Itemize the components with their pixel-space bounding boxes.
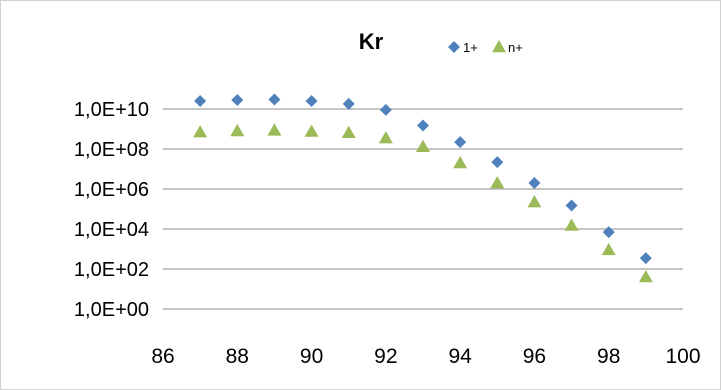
- x-tick-label: 98: [597, 345, 620, 368]
- y-tick-label: 1,0E+08: [74, 139, 149, 161]
- data-point-nplus: [638, 269, 653, 283]
- data-point-nplus: [601, 242, 616, 256]
- x-tick-label: 96: [523, 345, 546, 368]
- data-point-nplus: [378, 131, 393, 144]
- data-point-nplus: [453, 155, 468, 169]
- y-tick-label: 1,0E+02: [74, 259, 149, 281]
- y-tick-label: 1,0E+06: [74, 179, 149, 201]
- data-point-1plus: [602, 226, 615, 239]
- legend: 1+ n+: [448, 40, 523, 55]
- legend-marker: [492, 40, 506, 53]
- data-point-1plus: [231, 94, 244, 107]
- gridlines: [163, 108, 683, 310]
- x-axis: 86 88 90 92 94 96 98 100: [151, 345, 700, 368]
- y-tick-label: 1,0E+10: [74, 99, 149, 121]
- data-point-nplus: [267, 123, 282, 136]
- y-tick-label: 1,0E+04: [74, 219, 149, 241]
- legend-label: 1+: [463, 40, 478, 55]
- legend-marker: [448, 41, 460, 53]
- x-tick-label: 92: [374, 345, 397, 368]
- data-point-1plus: [639, 252, 652, 265]
- data-point-nplus: [490, 175, 505, 189]
- y-tick-label: 1,0E+00: [74, 299, 149, 321]
- data-point-1plus: [194, 95, 207, 108]
- data-point-1plus: [305, 95, 318, 108]
- data-point-nplus: [341, 125, 356, 138]
- data-point-1plus: [268, 93, 281, 106]
- data-point-1plus: [528, 176, 541, 189]
- y-axis: 1,0E+00 1,0E+02 1,0E+04 1,0E+06 1,0E+08 1,0E+…: [74, 99, 149, 321]
- data-point-nplus: [230, 123, 245, 137]
- data-marks: [193, 93, 653, 283]
- data-point-1plus: [565, 199, 578, 212]
- data-point-nplus: [564, 218, 579, 231]
- data-point-nplus: [304, 124, 319, 137]
- data-point-nplus: [527, 195, 542, 208]
- x-tick-label: 86: [151, 345, 174, 368]
- data-point-nplus: [193, 125, 208, 138]
- x-tick-label: 90: [300, 345, 323, 368]
- data-point-1plus: [417, 119, 429, 132]
- data-point-1plus: [491, 156, 504, 169]
- data-point-nplus: [416, 139, 430, 152]
- data-point-1plus: [342, 97, 355, 110]
- x-tick-label: 94: [448, 345, 472, 368]
- x-tick-label: 88: [226, 345, 249, 368]
- data-point-1plus: [379, 103, 392, 116]
- legend-label: n+: [508, 40, 523, 55]
- data-point-1plus: [454, 136, 467, 149]
- chart-title: Kr: [359, 29, 384, 54]
- x-tick-label: 100: [665, 345, 700, 368]
